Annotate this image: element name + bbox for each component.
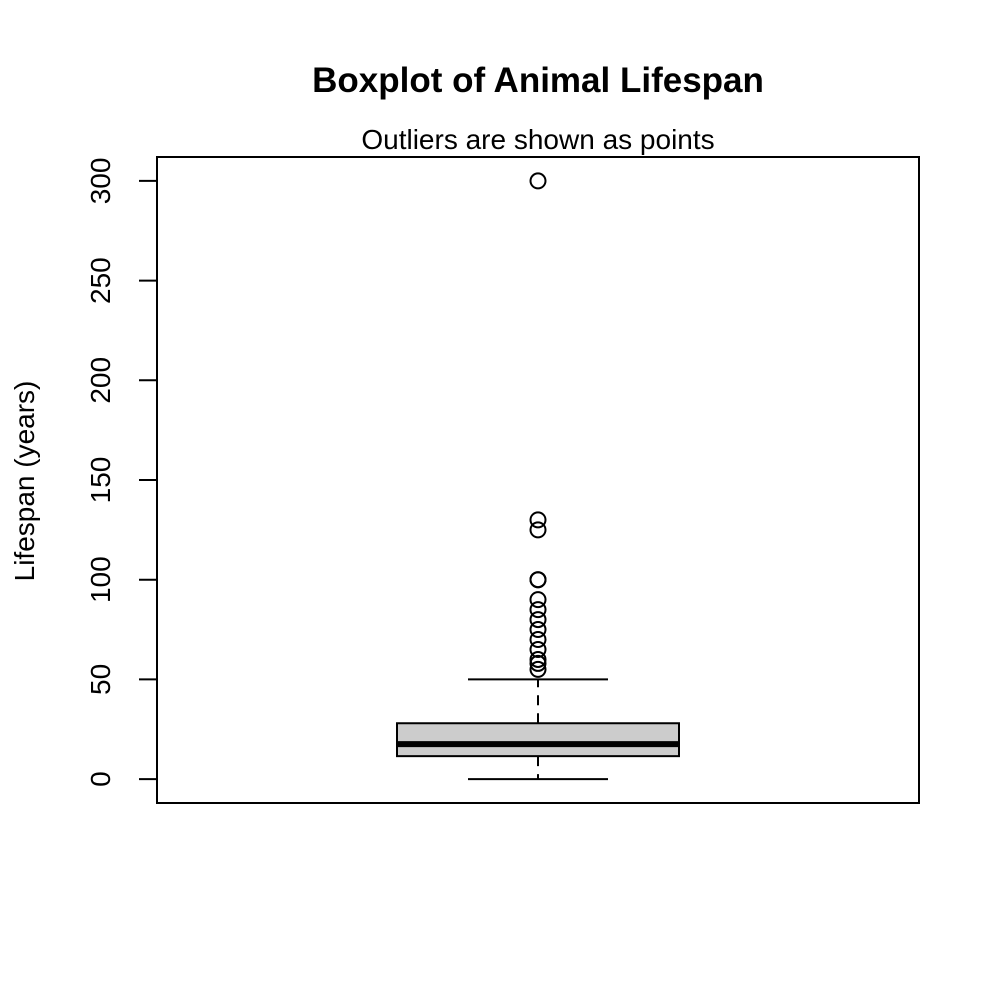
y-tick-label: 0 — [85, 771, 116, 787]
outlier-group — [529, 172, 547, 678]
y-tick-label: 250 — [85, 257, 116, 304]
outlier-point — [529, 631, 547, 649]
outlier-point — [529, 571, 547, 589]
plot-frame — [156, 156, 920, 804]
outlier-point — [529, 172, 547, 190]
outlier-point — [529, 591, 547, 609]
outlier-point — [529, 660, 547, 678]
outlier-point — [529, 650, 547, 668]
outlier-point — [529, 640, 547, 658]
outlier-point — [529, 601, 547, 619]
y-axis-label: Lifespan (years) — [9, 381, 40, 582]
outlier-point — [529, 511, 547, 529]
y-tick-label: 300 — [85, 158, 116, 205]
y-tick-label: 50 — [85, 664, 116, 695]
y-axis: 0 50 100 150 200 250 300 — [85, 158, 158, 787]
chart-title: Boxplot of Animal Lifespan — [312, 61, 764, 100]
box-group — [396, 678, 680, 781]
outlier-point — [529, 611, 547, 629]
outlier-point — [529, 521, 547, 539]
y-tick-label: 150 — [85, 457, 116, 504]
outlier-point — [529, 621, 547, 639]
y-tick-label: 100 — [85, 556, 116, 603]
y-tick-label: 200 — [85, 357, 116, 404]
chart-subtitle: Outliers are shown as points — [361, 124, 714, 155]
iqr-box — [396, 722, 680, 758]
